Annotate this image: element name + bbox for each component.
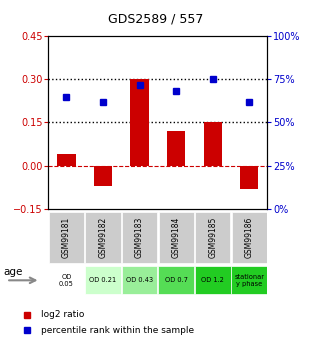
Bar <box>122 266 157 294</box>
Bar <box>195 266 230 294</box>
Bar <box>49 266 84 294</box>
Bar <box>240 166 258 189</box>
Text: age: age <box>3 267 22 277</box>
Bar <box>203 122 222 166</box>
Text: GSM99186: GSM99186 <box>245 217 254 258</box>
Bar <box>232 211 267 263</box>
Text: GSM99184: GSM99184 <box>172 217 181 258</box>
Text: GSM99182: GSM99182 <box>99 217 108 258</box>
Bar <box>231 266 267 294</box>
Bar <box>94 166 112 186</box>
Bar <box>195 211 230 263</box>
Bar <box>167 131 185 166</box>
Text: GSM99185: GSM99185 <box>208 217 217 258</box>
Text: OD 0.43: OD 0.43 <box>126 277 153 283</box>
Text: GSM99183: GSM99183 <box>135 217 144 258</box>
Bar <box>49 211 84 263</box>
Bar <box>57 154 76 166</box>
Text: OD 1.2: OD 1.2 <box>201 277 224 283</box>
Text: GSM99181: GSM99181 <box>62 217 71 258</box>
Bar <box>86 211 121 263</box>
Bar <box>130 79 149 166</box>
Text: GDS2589 / 557: GDS2589 / 557 <box>108 12 203 25</box>
Bar <box>85 266 121 294</box>
Bar <box>159 211 194 263</box>
Text: OD 0.7: OD 0.7 <box>165 277 188 283</box>
Bar <box>158 266 194 294</box>
Text: OD 0.21: OD 0.21 <box>90 277 117 283</box>
Text: stationar
y phase: stationar y phase <box>234 274 264 287</box>
Text: OD
0.05: OD 0.05 <box>59 274 74 287</box>
Text: percentile rank within the sample: percentile rank within the sample <box>41 326 194 335</box>
Bar <box>122 211 157 263</box>
Text: log2 ratio: log2 ratio <box>41 310 84 319</box>
